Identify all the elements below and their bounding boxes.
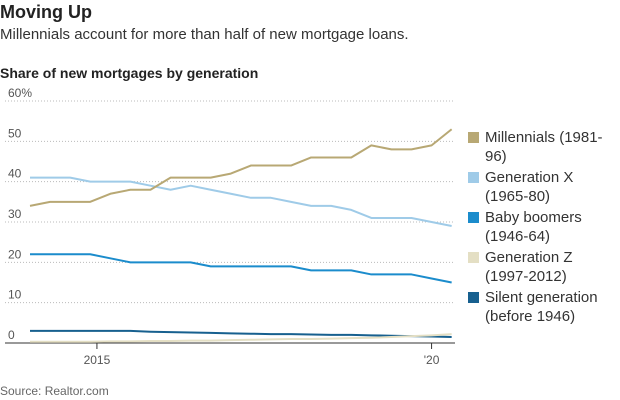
legend-label: Millennials (1981-96) [485, 129, 603, 165]
chart-subtitle: Millennials account for more than half o… [0, 26, 409, 43]
legend-item: Silent generation (before 1946) [468, 288, 616, 326]
legend-swatch [468, 292, 479, 303]
legend-item: Generation Z (1997-2012) [468, 248, 616, 286]
legend-item: Generation X (1965-80) [468, 168, 616, 206]
legend-swatch [468, 212, 479, 223]
x-tick-label: '20 [424, 353, 440, 367]
y-tick-label: 0 [8, 328, 15, 342]
y-tick-label: 50 [8, 126, 22, 140]
legend-swatch [468, 132, 479, 143]
series-line [30, 253, 452, 284]
y-tick-label: 40 [8, 167, 22, 181]
series-line [30, 333, 452, 343]
legend-item: Baby boomers (1946-64) [468, 208, 616, 246]
series-line [29, 128, 453, 207]
y-tick-label: 20 [8, 247, 22, 261]
legend-label: Generation Z (1997-2012) [485, 249, 573, 285]
x-tick-label: 2015 [84, 353, 111, 367]
chart-title: Moving Up [0, 2, 92, 22]
legend: Millennials (1981-96) Generation X (1965-… [468, 128, 616, 328]
source: Source: Realtor.com [0, 384, 109, 398]
chart-heading: Share of new mortgages by generation [0, 65, 258, 81]
y-tick-label: 30 [8, 207, 22, 221]
legend-item: Millennials (1981-96) [468, 128, 616, 166]
legend-label: Silent generation (before 1946) [485, 289, 598, 325]
y-tick-label: 60% [8, 86, 32, 100]
legend-swatch [468, 172, 479, 183]
legend-label: Baby boomers (1946-64) [485, 209, 582, 245]
y-tick-label: 10 [8, 288, 22, 302]
series-line [30, 176, 452, 228]
series-line [30, 329, 452, 338]
legend-swatch [468, 252, 479, 263]
legend-label: Generation X (1965-80) [485, 169, 574, 205]
